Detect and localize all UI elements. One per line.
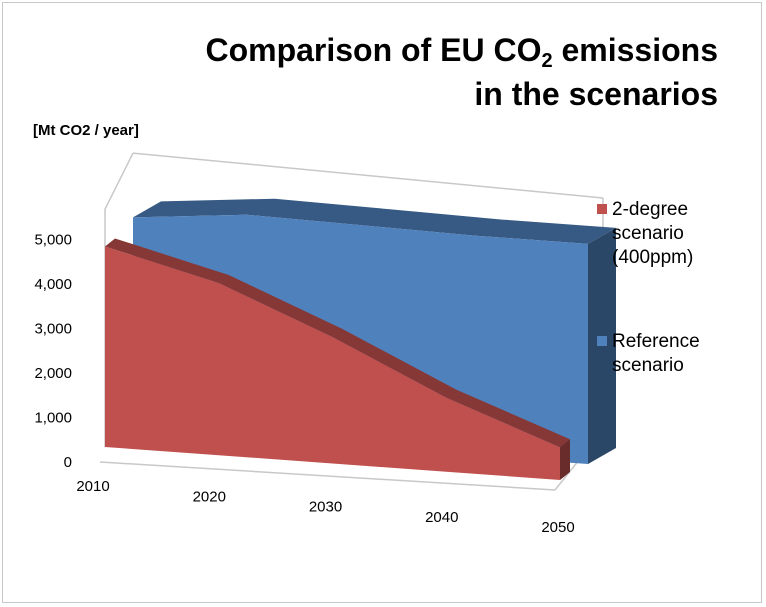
chart-title-line-1: Comparison of EU CO2 emissions [205,28,718,72]
y-tick-label: 5,000 [34,232,72,249]
y-tick-label: 1,000 [34,410,72,427]
area-top-ribbon [133,198,616,244]
y-tick-label: 2,000 [34,365,72,382]
chart-title-main: Comparison of EU CO [205,32,542,68]
legend-item-two-degree: 2-degree scenario (400ppm) [597,198,694,270]
legend-label-line: (400ppm) [612,247,694,268]
x-tick-label: 2030 [309,499,342,516]
area-front-face [105,246,560,480]
x-tick-label: 2010 [76,478,109,495]
floor-front-edge [99,461,556,491]
series-two-degree [105,238,570,480]
legend-label-line: 2-degree [612,199,689,220]
y-axis-label: [Mt CO2 / year] [33,122,139,139]
y-tick-label: 4,000 [34,276,72,293]
legend-swatch [597,336,607,346]
y-tick-labels: 0 1,000 2,000 3,000 4,000 5,000 [34,232,72,471]
legend-label-line: Reference [612,331,700,352]
legend-label-line: scenario [612,223,684,244]
chart-title-subscript: 2 [541,50,553,72]
back-wall-top-edge [132,152,604,199]
chart-title-tail: emissions [552,32,718,68]
x-tick-label: 2040 [425,509,458,526]
chart-areas [105,198,616,480]
legend-swatch [597,204,607,214]
chart-title-line-2: in the scenarios [474,76,718,112]
x-tick-label: 2050 [541,519,574,536]
x-tick-labels: 2010 2020 2030 2040 2050 [76,478,574,536]
area-top-ribbon [105,238,570,448]
y-tick-label: 0 [64,454,72,471]
x-tick-label: 2020 [193,488,226,505]
chart-title: Comparison of EU CO2 emissions in the sc… [205,28,718,116]
legend-label-line: scenario [612,355,684,376]
y-tick-label: 3,000 [34,321,72,338]
area-side-face [560,439,570,480]
legend-item-reference: Reference scenario [597,330,700,378]
